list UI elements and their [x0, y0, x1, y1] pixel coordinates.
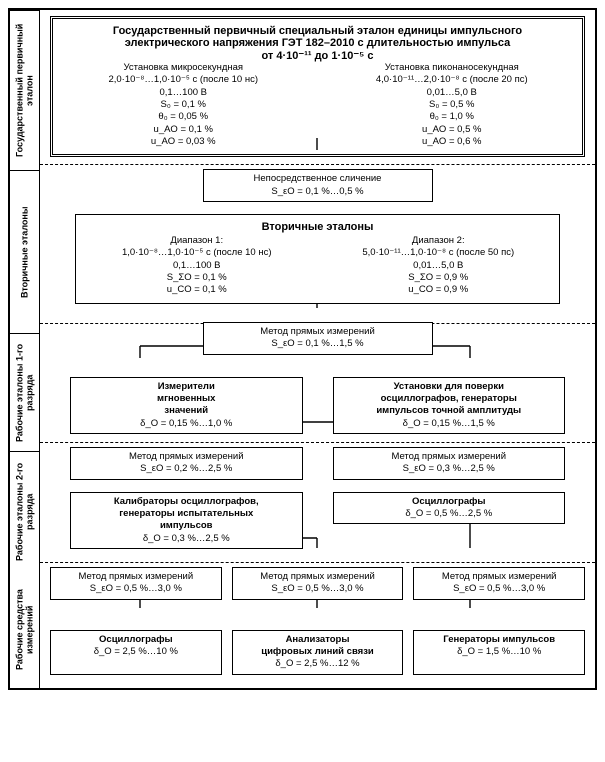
instr-mid-l1: Анализаторы: [238, 634, 398, 646]
transfer1-box: Непосредственное сличение S_εO = 0,1 %…0…: [203, 169, 433, 202]
transfer4-left-l1: Метод прямых измерений: [56, 571, 216, 583]
primary-title-l3: от 4·10⁻¹¹ до 1·10⁻⁵ с: [59, 49, 576, 62]
primary-left-l6: u_AO = 0,03 %: [59, 136, 308, 148]
instr-right-l1: Генераторы импульсов: [419, 634, 579, 646]
primary-left-l1: 2,0·10⁻⁸…1,0·10⁻⁵ с (после 10 нс): [59, 74, 308, 86]
instr-mid-l3: δ_O = 2,5 %…12 %: [238, 658, 398, 670]
row-label-secondary: Вторичные эталоны: [10, 170, 39, 333]
transfer4-left-l2: S_εO = 0,5 %…3,0 %: [56, 583, 216, 595]
secondary-left-l1: 1,0·10⁻⁸…1,0·10⁻⁵ с (после 10 нс): [86, 247, 308, 259]
primary-left-l2: 0,1…100 В: [59, 87, 308, 99]
secondary-box: Вторичные эталоны Диапазон 1: 1,0·10⁻⁸…1…: [75, 214, 560, 304]
work1-right-l3: импульсов точной амплитуды: [339, 405, 560, 417]
transfer4-mid-l2: S_εO = 0,5 %…3,0 %: [238, 583, 398, 595]
section-divider: [40, 442, 595, 443]
transfer1-l2: S_εO = 0,1 %…0,5 %: [209, 186, 427, 198]
diagram-frame: Государственный первичный эталон Вторичн…: [8, 8, 597, 690]
transfer3-left-l1: Метод прямых измерений: [76, 451, 297, 463]
secondary-right-l3: S_ΣO = 0,9 %: [328, 272, 550, 284]
transfer2-l2: S_εO = 0,1 %…1,5 %: [209, 338, 427, 350]
primary-left-l4: θ₀ = 0,05 %: [59, 111, 308, 123]
secondary-right: Диапазон 2: 5,0·10⁻¹¹…1,0·10⁻⁸ с (после …: [328, 235, 550, 297]
secondary-right-l1: 5,0·10⁻¹¹…1,0·10⁻⁸ с (после 50 пс): [328, 247, 550, 259]
section-divider: [40, 164, 595, 165]
transfer3-right-l2: S_εO = 0,3 %…2,5 %: [339, 463, 560, 475]
work1-left-l3: значений: [76, 405, 297, 417]
transfer1-l1: Непосредственное сличение: [209, 173, 427, 185]
instr-right-l2: δ_O = 1,5 %…10 %: [419, 646, 579, 658]
primary-right-l3: S₀ = 0,5 %: [328, 99, 577, 111]
transfer3-right-l1: Метод прямых измерений: [339, 451, 560, 463]
transfer4-left-box: Метод прямых измерений S_εO = 0,5 %…3,0 …: [50, 567, 222, 600]
transfer4-mid-l1: Метод прямых измерений: [238, 571, 398, 583]
primary-left-l3: S₀ = 0,1 %: [59, 99, 308, 111]
secondary-left-l2: 0,1…100 В: [86, 260, 308, 272]
transfer4-right-l2: S_εO = 0,5 %…3,0 %: [419, 583, 579, 595]
primary-right-l4: θ₀ = 1,0 %: [328, 111, 577, 123]
secondary-title: Вторичные эталоны: [86, 221, 549, 233]
primary-left-l5: u_AO = 0,1 %: [59, 124, 308, 136]
primary-left-col: Установка микросекундная 2,0·10⁻⁸…1,0·10…: [59, 62, 308, 148]
section-divider: [40, 562, 595, 563]
instr-right-box: Генераторы импульсов δ_O = 1,5 %…10 %: [413, 630, 585, 675]
transfer3-right-box: Метод прямых измерений S_εO = 0,3 %…2,5 …: [333, 447, 566, 480]
row-label-instruments: Рабочие средства измерений: [10, 571, 39, 688]
primary-left-head: Установка микросекундная: [59, 62, 308, 74]
work2-left-l2: генераторы испытательных: [76, 508, 297, 520]
work2-right-l4: δ_O = 0,5 %…2,5 %: [339, 508, 560, 520]
row-labels-column: Государственный первичный эталон Вторичн…: [10, 10, 40, 688]
row-label-work1: Рабочие эталоны 1-го разряда: [10, 333, 39, 451]
work2-left-l3: импульсов: [76, 520, 297, 532]
transfer4-right-l1: Метод прямых измерений: [419, 571, 579, 583]
work2-right-l1: Осциллографы: [339, 496, 560, 508]
work2-right-box: Осциллографы δ_O = 0,5 %…2,5 %: [333, 492, 566, 525]
work2-left-l4: δ_O = 0,3 %…2,5 %: [76, 533, 297, 545]
work1-right-box: Установки для поверки осциллографов, ген…: [333, 377, 566, 434]
transfer2-l1: Метод прямых измерений: [209, 326, 427, 338]
work2-left-box: Калибраторы осциллографов, генераторы ис…: [70, 492, 303, 549]
secondary-right-l2: 0,01…5,0 В: [328, 260, 550, 272]
transfer4-mid-box: Метод прямых измерений S_εO = 0,5 %…3,0 …: [232, 567, 404, 600]
instr-left-l1: Осциллографы: [56, 634, 216, 646]
work1-left-l1: Измерители: [76, 381, 297, 393]
instr-left-box: Осциллографы δ_O = 2,5 %…10 %: [50, 630, 222, 675]
row-label-work2: Рабочие эталоны 2-го разряда: [10, 451, 39, 571]
instr-mid-box: Анализаторы цифровых линий связи δ_O = 2…: [232, 630, 404, 675]
secondary-right-l4: u_CO = 0,9 %: [328, 284, 550, 296]
row-label-primary: Государственный первичный эталон: [10, 10, 39, 170]
instr-left-l2: δ_O = 2,5 %…10 %: [56, 646, 216, 658]
work1-left-l4: δ_O = 0,15 %…1,0 %: [76, 418, 297, 430]
primary-right-l5: u_AO = 0,5 %: [328, 124, 577, 136]
work1-left-l2: мгновенных: [76, 393, 297, 405]
work1-right-l2: осциллографов, генераторы: [339, 393, 560, 405]
secondary-left-l4: u_CO = 0,1 %: [86, 284, 308, 296]
secondary-left-head: Диапазон 1:: [86, 235, 308, 247]
primary-right-head: Установка пиконаносекундная: [328, 62, 577, 74]
primary-right-l1: 4,0·10⁻¹¹…2,0·10⁻⁸ с (после 20 пс): [328, 74, 577, 86]
primary-title-l1: Государственный первичный специальный эт…: [59, 25, 576, 37]
work1-right-l1: Установки для поверки: [339, 381, 560, 393]
primary-right-col: Установка пиконаносекундная 4,0·10⁻¹¹…2,…: [328, 62, 577, 148]
primary-standard-box: Государственный первичный специальный эт…: [50, 16, 585, 157]
diagram-main: Государственный первичный специальный эт…: [40, 10, 595, 688]
secondary-left-l3: S_ΣO = 0,1 %: [86, 272, 308, 284]
secondary-left: Диапазон 1: 1,0·10⁻⁸…1,0·10⁻⁵ с (после 1…: [86, 235, 308, 297]
transfer3-left-box: Метод прямых измерений S_εO = 0,2 %…2,5 …: [70, 447, 303, 480]
transfer4-right-box: Метод прямых измерений S_εO = 0,5 %…3,0 …: [413, 567, 585, 600]
secondary-right-head: Диапазон 2:: [328, 235, 550, 247]
primary-title-l2: электрического напряжения ГЭТ 182–2010 с…: [59, 37, 576, 49]
transfer2-box: Метод прямых измерений S_εO = 0,1 %…1,5 …: [203, 322, 433, 355]
work1-right-l4: δ_O = 0,15 %…1,5 %: [339, 418, 560, 430]
instr-mid-l2: цифровых линий связи: [238, 646, 398, 658]
primary-right-l6: u_AO = 0,6 %: [328, 136, 577, 148]
transfer3-left-l2: S_εO = 0,2 %…2,5 %: [76, 463, 297, 475]
work1-left-box: Измерители мгновенных значений δ_O = 0,1…: [70, 377, 303, 434]
work2-left-l1: Калибраторы осциллографов,: [76, 496, 297, 508]
primary-right-l2: 0,01…5,0 В: [328, 87, 577, 99]
